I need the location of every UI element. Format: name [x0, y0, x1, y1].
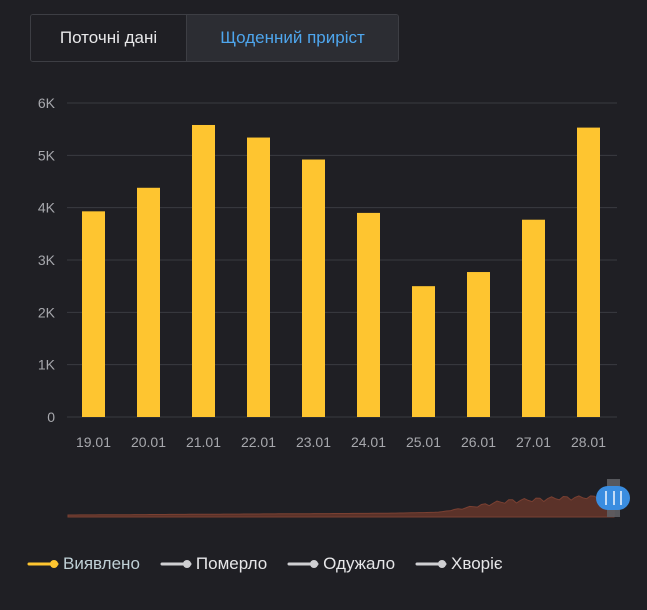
tab-current-data[interactable]: Поточні дані [31, 15, 187, 61]
x-tick-label: 22.01 [241, 434, 276, 450]
bar-21.01[interactable] [192, 124, 215, 417]
x-tick-label: 20.01 [131, 434, 166, 450]
legend-line-dot-icon [27, 560, 59, 568]
legend-line-dot-icon [160, 560, 192, 568]
x-tick-label: 24.01 [351, 434, 386, 450]
tab-daily-increase[interactable]: Щоденний приріст [187, 15, 398, 61]
y-tick-label: 1K [38, 357, 56, 373]
y-axis-labels: 0 1K 2K 3K 4K 5K 6K [38, 95, 56, 425]
x-axis-labels: 19.01 20.01 21.01 22.01 23.01 24.01 25.01 26.01… [76, 434, 606, 450]
bars [82, 124, 600, 418]
x-tick-label: 23.01 [296, 434, 331, 450]
navigator-series-area [67, 494, 615, 518]
daily-cases-chart: 0 1K 2K 3K 4K 5K 6K 19.01 20.01 21.01 22.01 23.01 2… [38, 95, 630, 518]
legend-label: Хворіє [451, 554, 503, 573]
legend-label: Одужало [323, 554, 396, 573]
x-tick-label: 21.01 [186, 434, 221, 450]
navigator-handle[interactable] [596, 486, 630, 510]
bar-20.01[interactable] [137, 187, 160, 417]
bar-24.01[interactable] [357, 212, 380, 417]
legend: Виявлено Померло Одужало Хворіє [27, 553, 523, 575]
bar-23.01[interactable] [302, 159, 325, 417]
range-navigator[interactable] [67, 479, 630, 518]
bar-19.01[interactable] [82, 211, 105, 417]
legend-item-2[interactable]: Одужало [287, 554, 395, 574]
bar-28.01[interactable] [577, 127, 600, 417]
y-tick-label: 0 [47, 409, 55, 425]
legend-line-dot-icon [415, 560, 447, 568]
bar-26.01[interactable] [467, 272, 490, 417]
y-tick-label: 2K [38, 304, 56, 320]
bar-25.01[interactable] [412, 286, 435, 417]
y-tick-label: 3K [38, 252, 56, 268]
view-tabs: Поточні дані Щоденний приріст [30, 14, 399, 62]
y-tick-label: 5K [38, 147, 56, 163]
x-tick-label: 27.01 [516, 434, 551, 450]
bar-22.01[interactable] [247, 137, 270, 418]
bar-27.01[interactable] [522, 219, 545, 417]
x-tick-label: 28.01 [571, 434, 606, 450]
x-tick-label: 19.01 [76, 434, 111, 450]
legend-item-3[interactable]: Хворіє [415, 554, 503, 574]
x-tick-label: 26.01 [461, 434, 496, 450]
x-tick-label: 25.01 [406, 434, 441, 450]
legend-label: Померло [195, 554, 268, 573]
legend-item-1[interactable]: Померло [160, 554, 267, 574]
legend-item-0[interactable]: Виявлено [27, 554, 140, 574]
legend-line-dot-icon [287, 560, 319, 568]
y-tick-label: 6K [38, 95, 56, 111]
y-tick-label: 4K [38, 200, 56, 216]
legend-label: Виявлено [63, 554, 140, 573]
